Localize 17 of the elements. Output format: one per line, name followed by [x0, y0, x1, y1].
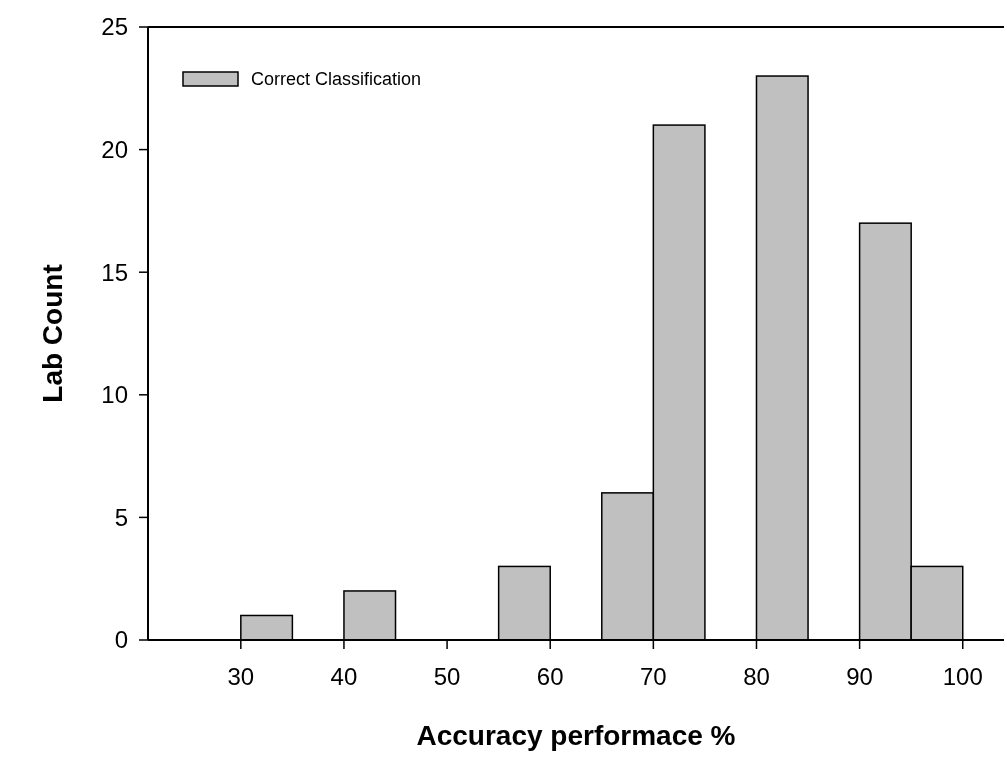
y-tick-label: 10 — [101, 381, 128, 409]
legend-label: Correct Classification — [251, 69, 422, 90]
y-tick-label: 25 — [101, 13, 128, 41]
y-tick-label: 5 — [114, 503, 128, 531]
x-tick-label: 100 — [942, 663, 983, 690]
x-axis-title: Accuracy performace % — [416, 720, 736, 751]
x-tick-label: 60 — [536, 663, 564, 690]
x-tick-label: 90 — [846, 663, 873, 690]
y-tick-label: 0 — [114, 626, 128, 654]
y-tick-label: 20 — [101, 136, 128, 163]
y-axis-title: Lab Count — [37, 264, 68, 403]
x-tick-label: 80 — [743, 663, 770, 690]
x-tick-label: 30 — [227, 663, 255, 690]
x-tick-label: 40 — [330, 663, 358, 690]
x-tick-label: 50 — [433, 663, 461, 690]
y-tick-label: 15 — [101, 258, 128, 286]
x-tick-label: 70 — [640, 663, 667, 690]
